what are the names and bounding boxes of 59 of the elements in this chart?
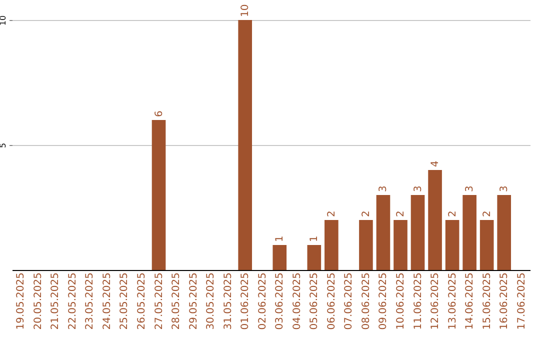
- data-label: 2: [396, 210, 406, 217]
- x-tick-label: 07.06.2025: [344, 272, 355, 330]
- bar: [152, 120, 166, 270]
- x-tick-label: 23.05.2025: [84, 272, 96, 330]
- data-label: 2: [482, 210, 493, 217]
- x-tick-label: 19.05.2025: [16, 272, 27, 330]
- x-tick-label: 22.05.2025: [67, 272, 78, 330]
- x-tick-label: 13.06.2025: [447, 272, 458, 330]
- data-label: 3: [499, 186, 510, 192]
- x-tick-label: 03.06.2025: [274, 272, 286, 330]
- x-tick-label: 29.05.2025: [188, 272, 200, 330]
- data-label: 3: [378, 186, 390, 192]
- bar: [410, 195, 425, 270]
- x-tick-label: 25.05.2025: [119, 272, 130, 330]
- x-tick-label: 06.06.2025: [326, 272, 338, 330]
- data-label: 3: [412, 186, 424, 192]
- bar: [307, 245, 322, 270]
- data-label: 3: [464, 186, 476, 192]
- x-tick-label: 31.05.2025: [222, 272, 234, 330]
- x-tick-label: 12.06.2025: [430, 272, 442, 330]
- data-label: 1: [309, 236, 320, 242]
- x-tick-label: 09.06.2025: [378, 272, 390, 330]
- x-tick-label: 24.05.2025: [102, 272, 113, 330]
- data-label: 2: [360, 210, 372, 217]
- x-tick-label: 17.06.2025: [516, 272, 528, 330]
- bar: [238, 20, 252, 270]
- data-label: 1: [274, 236, 286, 242]
- bar: [428, 170, 442, 270]
- bar: [497, 195, 512, 270]
- data-label: 10: [240, 4, 252, 17]
- x-tick-label: 04.06.2025: [292, 272, 303, 330]
- data-label: 6: [154, 110, 165, 117]
- data-label: 4: [430, 160, 442, 167]
- bar: [272, 245, 287, 270]
- x-tick-label: 16.06.2025: [499, 272, 510, 330]
- y-tick-label: 5: [0, 142, 8, 148]
- x-tick-label: 30.05.2025: [206, 272, 217, 330]
- x-tick-label: 21.05.2025: [50, 272, 62, 330]
- x-tick-label: 20.05.2025: [32, 272, 44, 330]
- x-tick-label: 11.06.2025: [412, 272, 424, 330]
- x-tick-label: 26.05.2025: [136, 272, 148, 330]
- x-tick-label: 10.06.2025: [396, 272, 406, 330]
- data-label: 2: [447, 210, 458, 217]
- x-tick-label: 28.05.2025: [171, 272, 182, 330]
- data-label: 2: [326, 210, 338, 217]
- bar: [324, 220, 338, 270]
- bar: [462, 195, 476, 270]
- x-tick-label: 27.05.2025: [154, 272, 165, 330]
- x-tick-label: 05.06.2025: [309, 272, 320, 330]
- bar: [359, 220, 373, 270]
- bar: [394, 220, 408, 270]
- x-tick-label: 15.06.2025: [482, 272, 493, 330]
- x-tick-label: 14.06.2025: [464, 272, 476, 330]
- x-tick-label: 08.06.2025: [360, 272, 372, 330]
- x-tick-label: 01.06.2025: [240, 272, 252, 330]
- bar: [480, 220, 494, 270]
- bar: [445, 220, 460, 270]
- bar: [376, 195, 390, 270]
- x-tick-label: 02.06.2025: [257, 272, 268, 330]
